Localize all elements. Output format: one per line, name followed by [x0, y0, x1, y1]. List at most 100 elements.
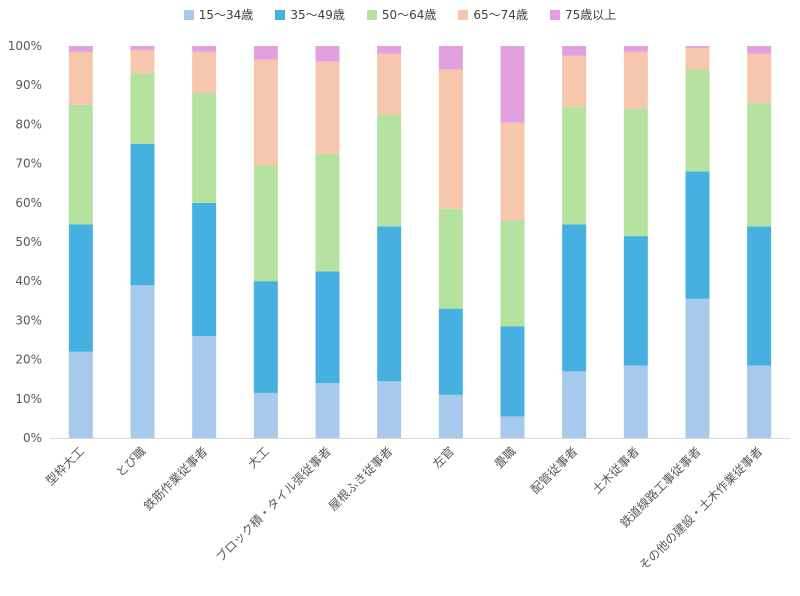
- bar-stack: [747, 46, 772, 438]
- legend-label-15-34: 15～34歳: [198, 8, 254, 22]
- legend-item-50-64: 50～64歳: [366, 6, 437, 23]
- legend-swatch-65-74: [458, 9, 469, 20]
- bar-stack: [562, 46, 587, 438]
- bar-stack: [253, 46, 278, 438]
- legend-label-35-49: 35～49歳: [290, 8, 345, 22]
- legend-label-65-74: 65～74歳: [473, 8, 528, 22]
- bar-segment-2: [253, 281, 278, 393]
- bar-segment-4: [438, 69, 463, 209]
- bar-stack: [192, 46, 217, 438]
- bar-segment-3: [623, 108, 648, 237]
- y-tick-label: 50%: [15, 235, 42, 249]
- bar-segment-3: [315, 153, 340, 272]
- bar-segment-5: [377, 46, 402, 54]
- y-tick-label: 40%: [15, 274, 42, 288]
- bar-segment-4: [562, 55, 587, 107]
- bar-segment-3: [500, 220, 525, 327]
- x-category-label: 屋根ふき従事者: [326, 444, 395, 513]
- bar-segment-2: [438, 308, 463, 395]
- bar-stack: [623, 46, 648, 438]
- bar-segment-4: [377, 53, 402, 115]
- legend-swatch-50-64: [366, 9, 377, 20]
- bar-segment-5: [315, 46, 340, 62]
- y-tick-label: 30%: [15, 313, 42, 327]
- x-category-label: 配管従事者: [527, 444, 580, 497]
- y-tick-label: 100%: [8, 39, 42, 53]
- bar-segment-3: [192, 93, 217, 203]
- bar-segment-5: [500, 46, 525, 123]
- bar-segment-4: [747, 53, 772, 103]
- legend-label-75-plus: 75歳以上: [564, 8, 617, 22]
- bar-segment-4: [685, 47, 710, 70]
- bar-stack: [438, 46, 463, 438]
- bar-segment-1: [192, 336, 217, 438]
- x-category-label: 土木従事者: [590, 444, 642, 496]
- bar-segment-5: [130, 46, 155, 50]
- bar-segment-1: [377, 381, 402, 438]
- legend-label-50-64: 50～64歳: [381, 8, 437, 22]
- x-category-label: その他の建設・土木作業従事者: [636, 444, 765, 573]
- bar-segment-3: [68, 104, 93, 225]
- bar-segment-1: [438, 394, 463, 438]
- bar-segment-2: [685, 171, 710, 299]
- y-tick-label: 80%: [15, 117, 42, 131]
- bar-segment-5: [192, 46, 217, 52]
- bar-segment-3: [438, 208, 463, 309]
- bar-segment-5: [623, 46, 648, 52]
- legend-item-15-34: 15～34歳: [183, 6, 254, 23]
- bar-segment-5: [438, 46, 463, 70]
- bar-segment-3: [747, 102, 772, 227]
- bar-segment-2: [68, 224, 93, 352]
- bar-segment-1: [500, 416, 525, 438]
- bar-segment-5: [68, 46, 93, 52]
- bar-segment-4: [192, 51, 217, 94]
- bar-segment-5: [562, 46, 587, 56]
- x-category-label: 鉄筋作業従事者: [140, 444, 210, 514]
- bar-stack: [130, 46, 155, 438]
- bar-segment-1: [685, 298, 710, 438]
- bar-stack: [377, 46, 402, 438]
- bar-stack: [500, 46, 525, 438]
- legend-swatch-15-34: [183, 9, 194, 20]
- bar-segment-2: [747, 226, 772, 366]
- x-category-label: 型枠大工: [43, 444, 87, 488]
- bar-segment-2: [130, 144, 155, 286]
- bar-stack: [315, 46, 340, 438]
- bar-segment-3: [562, 106, 587, 225]
- legend-item-65-74: 65～74歳: [458, 6, 528, 23]
- x-category-label: とび職: [113, 444, 148, 479]
- bar-segment-4: [130, 49, 155, 74]
- bar-segment-1: [68, 351, 93, 438]
- bar-segment-3: [130, 73, 155, 144]
- bar-segment-3: [377, 114, 402, 227]
- x-category-label: 大工: [245, 444, 272, 471]
- bar-segment-2: [315, 271, 340, 384]
- y-tick-label: 0%: [23, 431, 42, 445]
- bar-segment-4: [623, 51, 648, 109]
- bar-segment-5: [747, 46, 772, 54]
- legend-item-75-plus: 75歳以上: [549, 6, 617, 23]
- y-tick-label: 70%: [15, 157, 42, 171]
- bar-segment-1: [130, 285, 155, 438]
- bar-segment-1: [747, 365, 772, 438]
- bar-segment-1: [315, 383, 340, 438]
- y-tick-label: 90%: [15, 78, 42, 92]
- legend-item-35-49: 35～49歳: [275, 6, 345, 23]
- bar-segment-3: [685, 69, 710, 172]
- bar-stack: [685, 46, 710, 438]
- bar-segment-2: [562, 224, 587, 372]
- bar-segment-3: [253, 165, 278, 282]
- bar-segment-1: [253, 392, 278, 438]
- bar-segment-2: [192, 202, 217, 337]
- y-tick-label: 60%: [15, 196, 42, 210]
- bar-segment-2: [623, 236, 648, 366]
- bar-segment-4: [253, 59, 278, 166]
- bar-segment-1: [562, 371, 587, 438]
- bar-segment-4: [68, 51, 93, 105]
- x-category-label: 畳職: [492, 444, 519, 471]
- bar-segment-5: [253, 46, 278, 60]
- bar-segment-1: [623, 365, 648, 438]
- y-tick-label: 10%: [15, 392, 42, 406]
- legend-swatch-35-49: [275, 9, 286, 20]
